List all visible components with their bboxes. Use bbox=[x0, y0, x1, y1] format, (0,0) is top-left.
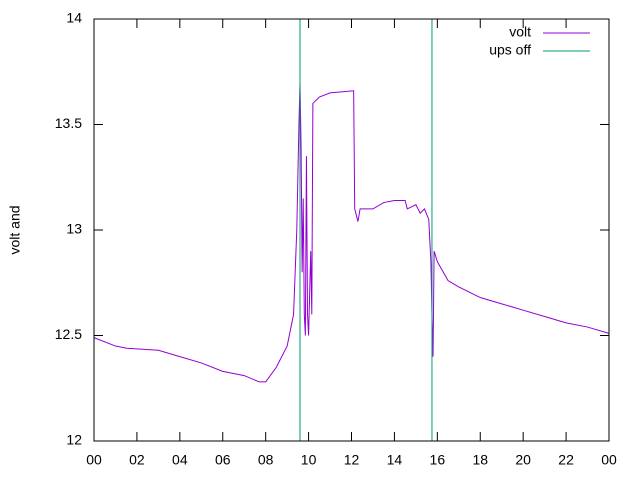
x-tick-label: 04 bbox=[172, 452, 188, 468]
data-line bbox=[93, 82, 610, 383]
y-tick-label: 12.5 bbox=[55, 326, 82, 342]
x-tick-label: 20 bbox=[515, 452, 531, 468]
x-tick-label: 06 bbox=[215, 452, 231, 468]
x-tick-label: 10 bbox=[301, 452, 317, 468]
x-tick-label: 16 bbox=[430, 452, 446, 468]
x-tick-label: 00 bbox=[86, 452, 102, 468]
y-tick-label: 14 bbox=[66, 10, 82, 26]
x-tick-label: 18 bbox=[472, 452, 488, 468]
x-tick-label: 02 bbox=[129, 452, 145, 468]
x-tick-label: 12 bbox=[344, 452, 360, 468]
y-tick-label: 13 bbox=[66, 221, 82, 237]
legend-label: volt bbox=[509, 24, 531, 40]
y-axis-label: volt and bbox=[7, 205, 23, 254]
y-tick-label: 13.5 bbox=[55, 115, 82, 131]
legend-label: ups off bbox=[489, 42, 531, 58]
plot-border bbox=[93, 18, 610, 442]
x-tick-label: 22 bbox=[558, 452, 574, 468]
x-tick-label: 14 bbox=[387, 452, 403, 468]
x-tick-label: 00 bbox=[601, 452, 617, 468]
x-tick-label: 08 bbox=[258, 452, 274, 468]
y-tick-label: 12 bbox=[66, 432, 82, 448]
